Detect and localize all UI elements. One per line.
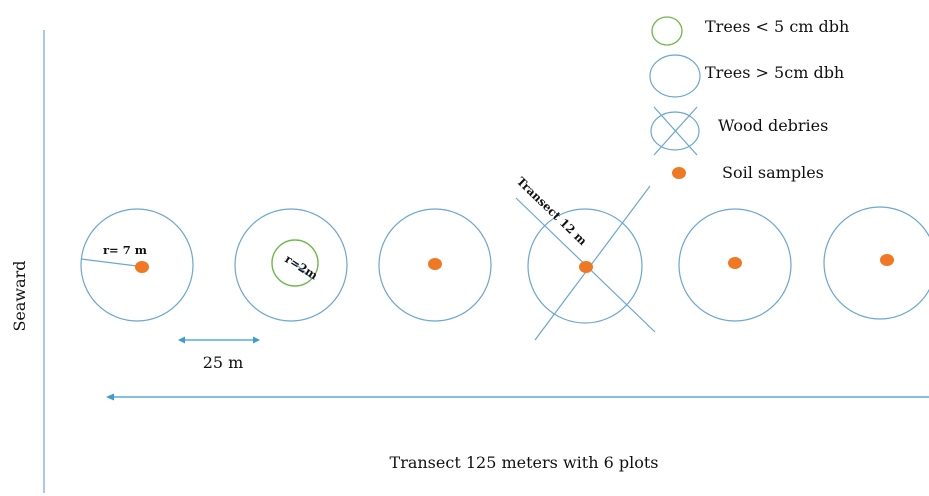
legend-label: Trees < 5 cm dbh: [705, 17, 849, 36]
plot-circle: [378, 208, 492, 322]
radius-small-label: r=2m: [282, 252, 320, 283]
legend-item-small-trees: Trees < 5 cm dbh: [651, 16, 849, 46]
legend-item-large-trees: Trees > 5cm dbh: [649, 54, 844, 98]
plot-circle: [527, 208, 643, 324]
radius-line: [80, 258, 138, 267]
soil-sample-dot: [428, 258, 442, 270]
plot-5: [678, 208, 792, 322]
seaward-label: Seaward: [10, 260, 29, 331]
dot-icon: [672, 167, 686, 179]
plot-1: r= 7 m: [80, 208, 194, 322]
transect-arrow: [106, 393, 929, 401]
plot-3: [378, 208, 492, 322]
plot-circle: [80, 208, 194, 322]
soil-sample-dot: [728, 257, 742, 269]
spacing-arrow: [178, 336, 260, 344]
small-circle-icon: [651, 16, 683, 46]
legend-label: Trees > 5cm dbh: [705, 63, 844, 82]
small-radius-line: [294, 262, 313, 280]
plot-circle: [678, 208, 792, 322]
legend: Trees < 5 cm dbh Trees > 5cm dbh Wood de…: [649, 16, 849, 182]
plot-circle: [823, 206, 929, 320]
legend-label: Soil samples: [722, 163, 824, 182]
soil-sample-dot: [880, 254, 894, 266]
radius-large-label: r= 7 m: [103, 243, 147, 257]
small-tree-circle: [271, 239, 319, 287]
large-circle-icon: [649, 54, 701, 98]
transect-diagonal-2: [534, 185, 651, 341]
legend-label: Wood debries: [718, 116, 828, 135]
diag-transect-label: Transect 12 m: [514, 174, 590, 248]
plot-2: r=2m: [234, 208, 348, 322]
transect-label: Transect 125 meters with 6 plots: [390, 453, 659, 472]
plot-circle: [234, 208, 348, 322]
soil-sample-dot: [135, 261, 149, 273]
plot-4: Transect 12 m: [514, 174, 656, 341]
soil-sample-dot: [579, 261, 593, 273]
crossed-circle-icon: [650, 111, 700, 151]
plot-6: [823, 206, 929, 320]
legend-item-soil-samples: Soil samples: [672, 163, 824, 182]
spacing-label: 25 m: [203, 353, 244, 372]
legend-item-wood-debris: Wood debries: [650, 106, 828, 156]
